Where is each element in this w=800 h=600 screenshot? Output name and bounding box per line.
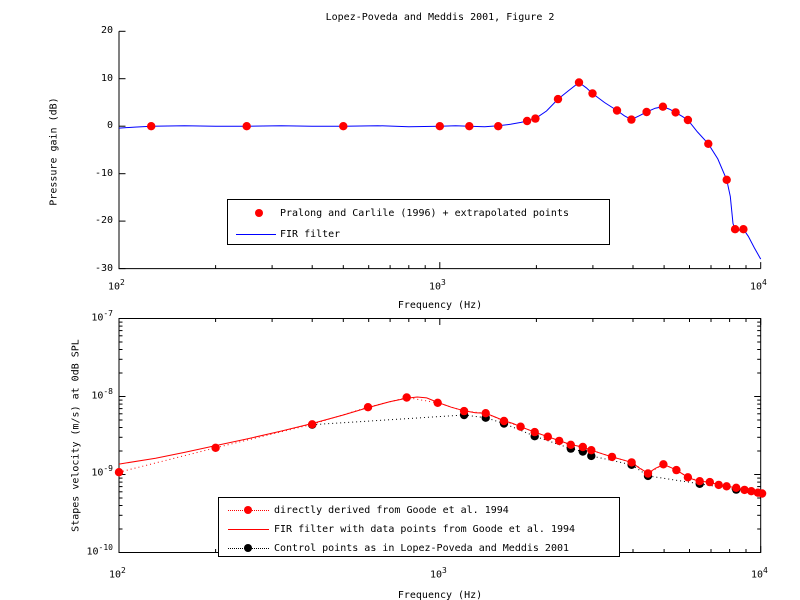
goode-marker [500,417,508,425]
top-y-tick-label: -20 [73,214,113,227]
top-data-marker [739,225,747,233]
bottom-xaxis-label: Frequency (Hz) [340,589,540,600]
bottom-x-tick-label: 102 [109,567,126,581]
top-data-marker [494,122,502,130]
bottom-y-tick-label: 10-7 [58,310,113,324]
goode-marker [482,409,490,417]
legend-marker-pralong [255,209,263,217]
bottom-x-tick-label: 103 [430,567,447,581]
top-data-marker [554,95,562,103]
bottom-legend: directly derived from Goode et al. 1994 … [218,497,620,557]
top-data-marker [465,122,473,130]
legend-label-fir-goode: FIR filter with data points from Goode e… [274,523,575,536]
goode-marker [587,446,595,454]
top-data-marker [704,140,712,148]
goode-marker [684,473,692,481]
figure-title: Lopez-Poveda and Meddis 2001, Figure 2 [240,11,640,24]
legend-line-fir [236,234,276,235]
top-data-marker [147,122,155,130]
legend-label-fir: FIR filter [280,228,340,241]
top-data-marker [684,116,692,124]
bottom-yaxis-label: Stapes velocity (m/s) at 0dB SPL [70,316,83,556]
top-y-tick-label: 10 [73,72,113,85]
top-data-marker [523,117,531,125]
top-y-tick-label: 20 [73,24,113,37]
top-data-marker [588,89,596,97]
goode-marker [732,484,740,492]
legend-label-goode: directly derived from Goode et al. 1994 [274,504,509,517]
top-y-tick-label: -10 [73,167,113,180]
legend-marker-control [244,544,252,552]
goode-marker [544,433,552,441]
top-xaxis-label: Frequency (Hz) [340,299,540,312]
goode-marker [627,458,635,466]
goode-marker [644,469,652,477]
legend-marker-goode [244,506,252,514]
top-data-marker [575,78,583,86]
goode-marker [696,477,704,485]
top-x-tick-label: 103 [429,279,446,293]
top-y-tick-label: 0 [73,119,113,132]
goode-marker [115,468,123,476]
goode-marker [715,481,723,489]
top-data-marker [613,106,621,114]
top-x-tick-label: 104 [750,279,767,293]
top-data-marker [731,225,739,233]
goode-marker [608,453,616,461]
top-data-marker [627,115,635,123]
goode-marker [567,441,575,449]
goode-marker [460,407,468,415]
top-data-marker [659,103,667,111]
goode-marker [659,460,667,468]
goode-marker [579,443,587,451]
top-legend: Pralong and Carlile (1996) + extrapolate… [227,199,610,245]
goode-marker [364,403,372,411]
top-data-marker [339,122,347,130]
top-x-tick-label: 102 [108,279,125,293]
top-data-marker [642,108,650,116]
goode-marker [531,428,539,436]
bottom-y-tick-label: 10-8 [58,388,113,402]
top-yaxis-label: Pressure gain (dB) [48,32,61,272]
top-data-marker [243,122,251,130]
goode-marker [722,482,730,490]
goode-marker [706,478,714,486]
bottom-x-tick-label: 104 [751,567,768,581]
goode-marker [758,489,766,497]
legend-label-pralong: Pralong and Carlile (1996) + extrapolate… [280,207,569,220]
goode-marker [516,423,524,431]
top-data-marker [723,176,731,184]
legend-label-control: Control points as in Lopez-Poveda and Me… [274,542,569,555]
goode-marker [672,466,680,474]
legend-line-fir-goode [228,529,269,530]
goode-marker [308,420,316,428]
goode-marker [555,437,563,445]
top-data-marker [436,122,444,130]
top-y-tick-label: -30 [73,262,113,275]
goode-marker [211,444,219,452]
bottom-y-tick-label: 10-9 [58,465,113,479]
goode-marker [403,393,411,401]
figure-canvas: Lopez-Poveda and Meddis 2001, Figure 2 F… [0,0,800,600]
top-data-marker [531,114,539,122]
goode-marker [434,399,442,407]
top-data-marker [671,108,679,116]
bottom-y-tick-label: 10-10 [58,544,113,558]
